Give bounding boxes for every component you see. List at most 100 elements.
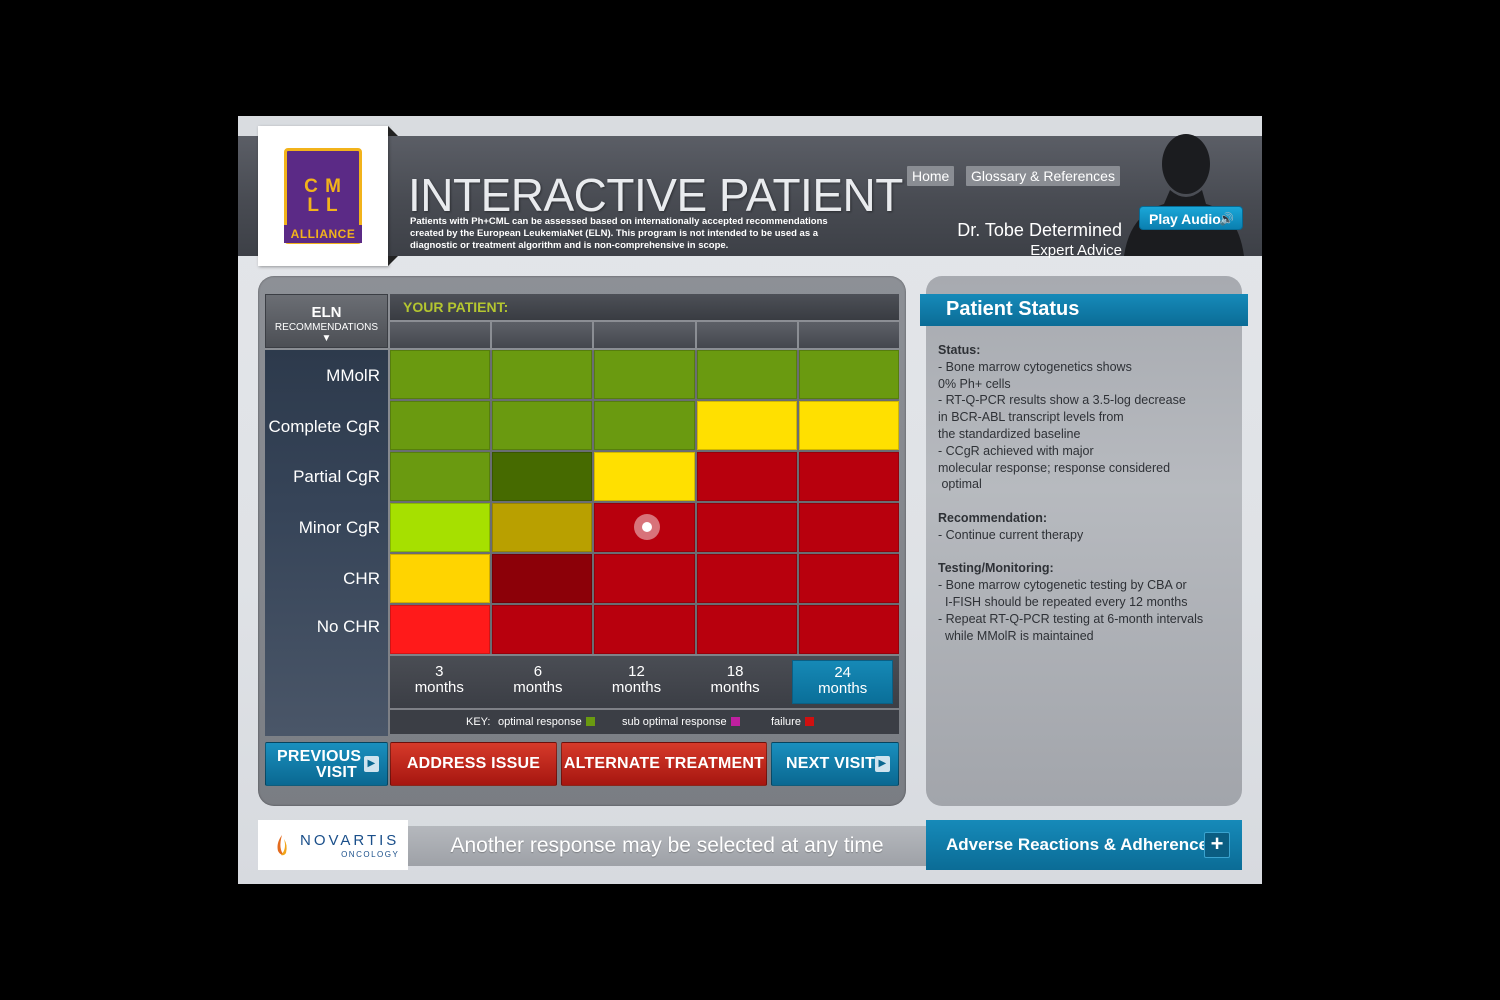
- status-line: 0% Ph+ cells: [938, 376, 1011, 391]
- spacer: [938, 544, 1230, 561]
- key-optimal-label: optimal response: [498, 716, 582, 728]
- cml-alliance-logo[interactable]: C M L L ALLIANCE: [258, 126, 388, 266]
- timepoint-unit: months: [710, 679, 760, 696]
- status-line: molecular response; response considered: [938, 460, 1171, 475]
- eln-recommendations-dropdown[interactable]: ELN RECOMMENDATIONS ▼: [265, 294, 388, 348]
- response-key: KEY: optimal response sub optimal respon…: [390, 710, 899, 734]
- grid-cell[interactable]: [798, 452, 899, 501]
- eln-subtitle: RECOMMENDATIONS: [274, 322, 379, 333]
- grid-cell[interactable]: [594, 554, 695, 603]
- timepoint-18-months[interactable]: 18 months: [686, 656, 785, 708]
- disclaimer-text: Patients with Ph+CML can be assessed bas…: [410, 216, 828, 251]
- status-line: - RT-Q-PCR results show a 3.5-log decrea…: [938, 393, 1186, 408]
- key-suboptimal-label: sub optimal response: [622, 716, 727, 728]
- glossary-references-button[interactable]: Glossary & References: [966, 166, 1120, 186]
- grid-cell[interactable]: [696, 554, 797, 603]
- status-line: the standardized baseline: [938, 426, 1081, 441]
- header-top-strip: [238, 116, 1262, 136]
- previous-visit-button[interactable]: PREVIOUS VISIT ▶: [265, 742, 388, 786]
- grid-cell[interactable]: [390, 350, 491, 399]
- key-suboptimal: sub optimal response: [622, 710, 740, 734]
- grid-cell[interactable]: [798, 401, 899, 450]
- grid-cell[interactable]: [492, 401, 593, 450]
- arrow-right-icon: ▶: [364, 756, 379, 772]
- grid-cell[interactable]: [492, 503, 593, 552]
- eln-row-labels: MMolR Complete CgR Partial CgR Minor CgR…: [265, 350, 388, 736]
- suboptimal-swatch: [730, 717, 740, 726]
- timepoint-24-months[interactable]: 24 months: [792, 660, 893, 704]
- grid-cell[interactable]: [696, 605, 797, 654]
- grid-cell[interactable]: [390, 401, 491, 450]
- alternate-treatment-button[interactable]: ALTERNATE TREATMENT: [561, 742, 767, 786]
- status-line: I-FISH should be repeated every 12 month…: [938, 594, 1188, 609]
- patient-status-panel: Patient Status Status: - Bone marrow cyt…: [920, 276, 1248, 806]
- status-line: optimal: [938, 477, 982, 492]
- grid-cell[interactable]: [492, 350, 593, 399]
- timepoint-unit: months: [414, 679, 464, 696]
- logo-notch: [388, 126, 398, 136]
- grid-cell[interactable]: [696, 401, 797, 450]
- header-bar: INTERACTIVE PATIENT Patients with Ph+CML…: [238, 136, 1262, 259]
- status-lines: - Bone marrow cytogenetics shows 0% Ph+ c…: [938, 359, 1230, 493]
- grid-cell[interactable]: [390, 554, 491, 603]
- logo-notch-bottom: [388, 256, 398, 266]
- adverse-reactions-button[interactable]: Adverse Reactions & Adherence +: [926, 820, 1242, 870]
- expert-role: Expert Advice: [1030, 242, 1122, 259]
- grid-cell[interactable]: [390, 452, 491, 501]
- eln-title: ELN: [311, 304, 342, 321]
- recommendation-heading: Recommendation:: [938, 510, 1048, 525]
- address-issue-button[interactable]: ADDRESS ISSUE: [390, 742, 557, 786]
- status-line: while MMolR is maintained: [938, 628, 1094, 643]
- column-header: [390, 322, 491, 348]
- play-audio-button[interactable]: Play Audio 🔊: [1139, 206, 1243, 230]
- grid-cell[interactable]: [798, 350, 899, 399]
- grid-cell[interactable]: [390, 503, 491, 552]
- column-header: [492, 322, 593, 348]
- grid-cell[interactable]: [390, 605, 491, 654]
- status-line: - Bone marrow cytogenetic testing by CBA…: [938, 578, 1187, 593]
- next-visit-label: NEXT VISIT: [786, 755, 876, 772]
- row-label-complete-cgr: Complete CgR: [268, 417, 381, 436]
- novartis-flame-icon: [277, 835, 287, 856]
- eln-assessment-panel: ELN RECOMMENDATIONS ▼ MMolR Complete CgR…: [258, 276, 906, 806]
- timepoint-3-months[interactable]: 3 months: [390, 656, 489, 708]
- row-label-no-chr: No CHR: [316, 617, 380, 636]
- status-line: - CCgR achieved with major: [938, 443, 1094, 458]
- patient-position-marker: [634, 514, 660, 540]
- grid-cell[interactable]: [594, 350, 695, 399]
- patient-status-body: Status: - Bone marrow cytogenetics shows…: [938, 342, 1230, 644]
- grid-cell[interactable]: [594, 401, 695, 450]
- grid-cell[interactable]: [696, 350, 797, 399]
- grid-cell[interactable]: [594, 605, 695, 654]
- grid-cell[interactable]: [696, 503, 797, 552]
- timepoint-unit: months: [611, 679, 662, 696]
- key-failure: failure: [771, 710, 814, 734]
- column-header: [594, 322, 695, 348]
- logo-emblem: C M L L ALLIANCE: [284, 148, 362, 244]
- grid-cell[interactable]: [492, 452, 593, 501]
- play-audio-label: Play Audio: [1149, 211, 1221, 227]
- next-visit-button[interactable]: NEXT VISIT ▶: [771, 742, 899, 786]
- timepoint-6-months[interactable]: 6 months: [489, 656, 588, 708]
- timepoint-12-months[interactable]: 12 months: [587, 656, 686, 708]
- row-label-partial-cgr: Partial CgR: [293, 467, 380, 486]
- logo-letters-bottom: L L: [307, 195, 339, 216]
- expert-name: Dr. Tobe Determined: [957, 220, 1122, 240]
- row-label-mmolr: MMolR: [326, 366, 380, 385]
- grid-cell[interactable]: [492, 605, 593, 654]
- column-header: [798, 322, 900, 348]
- grid-cell[interactable]: [594, 452, 695, 501]
- column-header: [696, 322, 797, 348]
- key-label: KEY:: [466, 716, 491, 728]
- home-button[interactable]: Home: [907, 166, 955, 186]
- grid-cell[interactable]: [696, 452, 797, 501]
- grid-cell[interactable]: [798, 605, 899, 654]
- status-line: - Continue current therapy: [938, 527, 1084, 542]
- arrow-right-icon: ▶: [875, 756, 890, 772]
- grid-cell[interactable]: [798, 503, 899, 552]
- grid-cell[interactable]: [492, 554, 593, 603]
- novartis-sub: ONCOLOGY: [341, 849, 400, 859]
- grid-cell[interactable]: [798, 554, 899, 603]
- your-patient-bar: YOUR PATIENT:: [390, 294, 899, 320]
- novartis-name: NOVARTIS: [300, 831, 400, 849]
